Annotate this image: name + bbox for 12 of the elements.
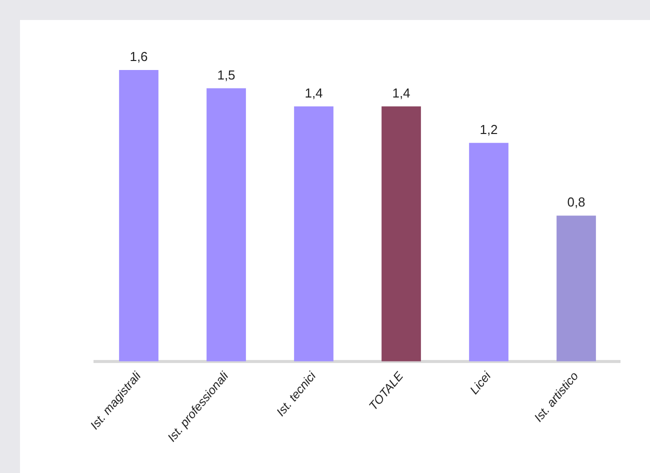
bar <box>382 106 421 362</box>
bar <box>206 88 246 362</box>
bar <box>119 70 158 362</box>
data-label: 1,5 <box>217 67 236 82</box>
data-label: 1,6 <box>130 49 148 64</box>
bar <box>556 216 596 362</box>
data-label: 0,8 <box>567 194 586 210</box>
data-label: 1,4 <box>392 85 410 100</box>
data-label: 1,2 <box>480 122 498 137</box>
data-label: 1,4 <box>304 85 323 100</box>
bar <box>294 106 334 362</box>
bar <box>469 142 508 362</box>
